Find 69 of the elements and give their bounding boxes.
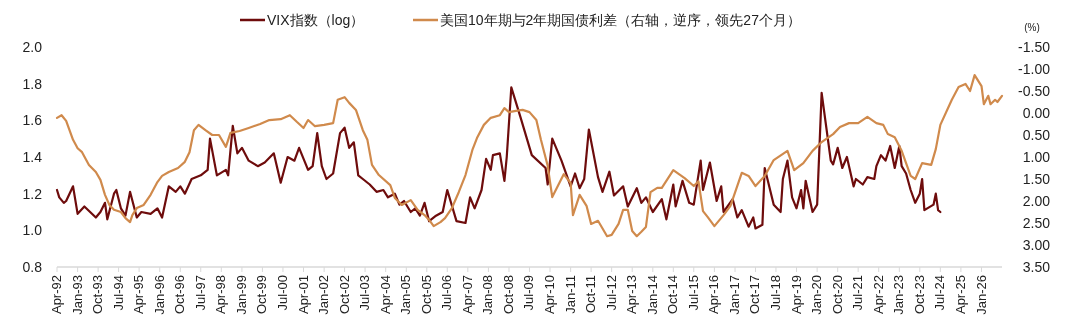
x-tick-label: Jul-94 [110,275,126,311]
x-tick-label: Jan-26 [973,275,989,315]
x-tick-label: Apr-19 [788,275,804,315]
y-tick-label: 1.8 [22,75,43,92]
x-tick-label: Apr-95 [131,275,147,315]
x-tick-label: Apr-01 [295,275,311,315]
y2-tick-label: -0.50 [1018,82,1051,99]
x-tick-label: Jan-05 [398,275,414,315]
x-tick-label: Oct-05 [418,275,434,315]
y2-axis-title: (%) [1024,22,1040,33]
x-tick-label: Apr-16 [706,275,722,315]
y2-tick-label: 1.00 [1022,148,1051,165]
x-tick-label: Jul-97 [192,275,208,311]
y-tick-label: 1.6 [22,112,43,129]
y-tick-label: 1.0 [22,222,43,239]
y2-tick-label: 2.50 [1022,214,1051,231]
line-series [55,86,942,230]
x-tick-label: Oct-11 [583,275,599,314]
x-tick-label: Jan-02 [316,275,332,315]
line-series [55,74,1004,238]
x-tick-label: Oct-96 [172,275,188,315]
y-tick-label: 2.0 [22,38,43,55]
x-tick-label: Apr-98 [213,275,229,315]
x-tick-label: Jan-14 [644,275,660,315]
x-tick-label: Oct-20 [829,275,845,315]
y2-tick-label: 0.50 [1022,126,1051,143]
y2-tick-label: 3.00 [1022,236,1051,253]
y2-tick-label: 1.50 [1022,170,1051,187]
x-tick-label: Jan-08 [480,275,496,315]
y2-tick-label: -1.50 [1018,38,1051,55]
x-tick-label: Jan-23 [891,275,907,315]
x-tick-label: Apr-04 [377,275,393,315]
x-tick-label: Jul-15 [685,275,701,311]
y2-tick-label: 0.00 [1022,104,1051,121]
x-tick-label: Apr-13 [624,275,640,315]
y2-tick-label: -1.00 [1018,60,1051,77]
x-tick-label: Jul-03 [357,275,373,311]
x-tick-label: Oct-23 [911,275,927,315]
x-tick-label: Jan-20 [809,275,825,315]
x-tick-label: Oct-08 [500,275,516,315]
x-tick-label: Jul-00 [274,275,290,311]
x-tick-label: Oct-14 [665,275,681,315]
x-tick-label: Apr-07 [459,275,475,315]
x-tick-label: Jul-21 [850,275,866,311]
x-tick-label: Oct-99 [254,275,270,315]
x-tick-label: Oct-02 [336,275,352,315]
x-tick-label: Jan-11 [562,275,578,314]
x-tick-label: Jul-06 [439,275,455,311]
x-tick-label: Jan-96 [151,275,167,315]
x-tick-label: Apr-10 [542,275,558,315]
x-tick-label: Jul-12 [603,275,619,311]
x-tick-label: Jan-99 [233,275,249,315]
y2-tick-label: 3.50 [1022,258,1051,275]
x-tick-label: Jul-24 [932,275,948,311]
y-tick-label: 1.4 [22,148,43,165]
legend-label: 美国10年期与2年期国债利差（右轴，逆序，领先27个月） [440,11,801,28]
y-tick-label: 1.2 [22,185,43,202]
y-tick-label: 0.8 [22,258,43,275]
x-tick-label: Jan-93 [69,275,85,315]
x-tick-label: Jul-09 [521,275,537,311]
x-tick-label: Jan-17 [727,275,743,315]
legend-label: VIX指数（log） [267,11,365,28]
x-tick-label: Apr-92 [49,275,64,315]
x-tick-label: Oct-17 [747,275,763,315]
x-tick-label: Apr-22 [870,275,886,315]
x-tick-label: Oct-93 [90,275,106,315]
x-tick-label: Apr-25 [952,275,968,315]
x-tick-label: Jul-18 [767,275,783,311]
y2-tick-label: 2.00 [1022,192,1051,209]
